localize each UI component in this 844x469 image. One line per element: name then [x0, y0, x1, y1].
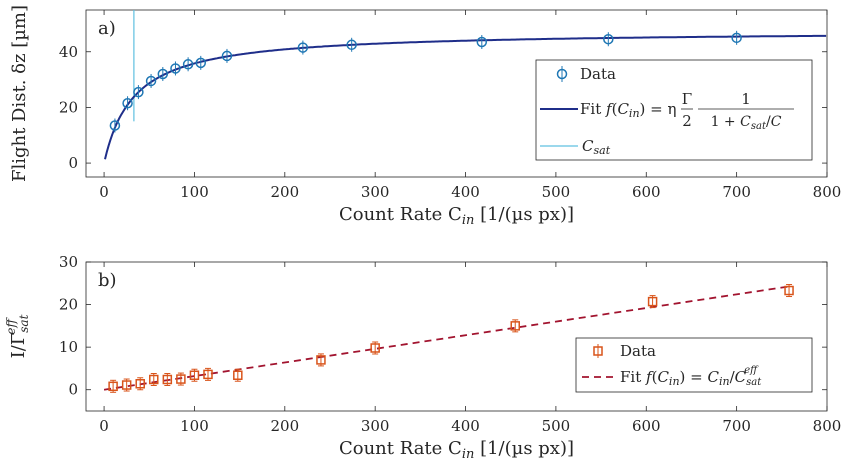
legend-box: [535, 59, 813, 161]
data-point: [784, 285, 794, 296]
x-tick-label: 300: [361, 417, 390, 435]
data-point: [145, 75, 157, 87]
x-tick-label: 0: [99, 183, 109, 201]
legend-label-fit: Fit f(Cin) = η: [580, 100, 676, 120]
x-tick-label: 100: [180, 417, 209, 435]
data-point: [109, 120, 121, 131]
x-tick-label: 700: [722, 183, 751, 201]
data-point: [170, 63, 181, 74]
data-point: [647, 296, 658, 307]
legend-marker-data: [593, 346, 603, 356]
data-point: [297, 42, 309, 53]
y-axis-label: I/Γsateff: [4, 314, 31, 358]
fit-line: [103, 285, 791, 391]
data-point: [221, 50, 233, 62]
legend-label-csat: Csat: [582, 137, 611, 157]
data-point: [316, 355, 326, 365]
plot-area: [103, 284, 794, 393]
data-point: [121, 380, 132, 390]
y-axis-label: Flight Dist. δz [µm]: [9, 5, 30, 182]
data-point: [603, 33, 614, 45]
legend-fraction-num: Γ: [682, 90, 692, 108]
panel-a: 0 100 200 300 400 500 600 700 800 0 20 40 a) Count Ra…: [9, 5, 841, 228]
data-point: [233, 370, 243, 380]
x-tick-label: 800: [813, 183, 842, 201]
x-tick-label: 700: [722, 417, 751, 435]
fit-curve: [104, 34, 827, 160]
x-tick-label: 400: [451, 183, 480, 201]
legend-label-data: Data: [580, 65, 616, 83]
y-tick-label: 0: [68, 154, 78, 172]
x-tick-label: 0: [99, 417, 109, 435]
legend: Data Fit f(Cin) = η Γ 2 1 1 + Csat/C Csat: [535, 59, 813, 161]
plot-area: [104, 10, 827, 160]
data-point: [346, 39, 357, 51]
data-point: [189, 370, 200, 380]
legend-fraction-den: 1 + Csat/C: [711, 114, 782, 132]
data-point: [510, 321, 520, 331]
data-point: [122, 97, 133, 109]
legend-fraction-den: 2: [682, 112, 692, 130]
plot-frame: [85, 261, 828, 412]
panel-b: 0 100 200 300 400 500 600 700 800 0 10 20 30 b) Count …: [4, 253, 841, 462]
x-tick-label: 200: [270, 183, 299, 201]
legend: Data Fit f(Cin) = Cin/Csateff: [575, 337, 813, 393]
plot-frame: [85, 9, 828, 178]
y-tick-label: 20: [59, 98, 78, 116]
data-point: [176, 374, 186, 384]
x-tick-label: 400: [451, 417, 480, 435]
y-tick-label: 30: [59, 253, 78, 271]
x-tick-label: 600: [632, 183, 661, 201]
panel-label: a): [98, 18, 116, 39]
data-point: [157, 68, 169, 80]
legend-label-fit: Fit f(Cin) = Cin/Csateff: [620, 365, 762, 388]
x-tick-label: 100: [180, 183, 209, 201]
legend-label-data: Data: [620, 342, 656, 360]
legend-box: [575, 337, 813, 393]
data-point: [149, 374, 159, 385]
data-point: [370, 343, 380, 353]
y-tick-label: 10: [59, 338, 78, 356]
data-point: [135, 379, 145, 389]
legend-fraction-num: 1: [741, 90, 751, 108]
y-tick-label: 20: [59, 296, 78, 314]
x-tick-label: 500: [542, 183, 571, 201]
data-point: [182, 59, 194, 70]
x-tick-label: 500: [542, 417, 571, 435]
data-point: [476, 36, 488, 48]
data-point: [162, 374, 173, 385]
x-axis-label: Count Rate Cin [1/(µs px)]: [339, 438, 574, 462]
panel-label: b): [98, 270, 117, 291]
y-tick-label: 0: [68, 381, 78, 399]
data-point: [203, 369, 213, 380]
x-tick-label: 600: [632, 417, 661, 435]
y-tick-label: 40: [59, 43, 78, 61]
x-tick-label: 200: [270, 417, 299, 435]
x-axis-label: Count Rate Cin [1/(µs px)]: [339, 204, 574, 228]
data-point: [108, 381, 118, 392]
x-tick-label: 300: [361, 183, 390, 201]
data-point: [731, 32, 742, 44]
legend-marker-data: [556, 68, 568, 80]
data-point: [195, 57, 207, 69]
data-point: [133, 86, 144, 98]
x-tick-label: 800: [813, 417, 842, 435]
